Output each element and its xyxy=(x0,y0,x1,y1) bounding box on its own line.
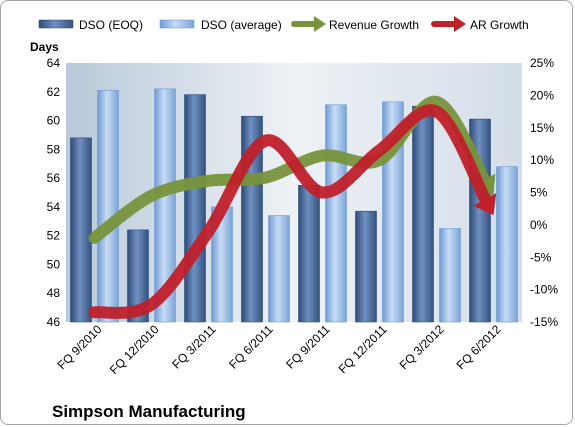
legend: DSO (EOQ) DSO (average) Revenue Growth A… xyxy=(38,16,529,32)
legend-swatch-dso-average xyxy=(159,19,195,29)
arrowhead-ar-growth xyxy=(473,193,497,216)
bar-dso-average xyxy=(97,90,119,323)
x-tick-label: FQ 3/2011 xyxy=(169,322,219,372)
y-axis-title: Days xyxy=(30,40,59,54)
x-tick-label: FQ 12/2010 xyxy=(107,322,162,377)
legend-swatch-dso-eoq xyxy=(38,19,74,29)
line-revenue-growth xyxy=(88,95,493,244)
x-axis: FQ 9/2010 FQ 12/2010 FQ 3/2011 FQ 6/2011 FQ … xyxy=(55,322,504,377)
bar-dso-average xyxy=(439,228,461,323)
legend-arrow-ar-growth xyxy=(431,16,466,32)
x-tick-label: FQ 6/2012 xyxy=(454,322,504,372)
legend-label-revenue-growth: Revenue Growth xyxy=(329,18,419,32)
right-tick-label: 5% xyxy=(530,186,548,200)
bar-dso-eoq xyxy=(70,137,92,323)
x-tick-label: FQ 12/2011 xyxy=(336,322,390,376)
bar-dso-eoq xyxy=(184,94,206,323)
bar-dso-eoq xyxy=(412,105,434,323)
bar-dso-eoq xyxy=(355,210,377,323)
x-tick-label: FQ 3/2012 xyxy=(397,322,447,372)
right-axis: -15% -10% -5% 0% 5% 10% 15% 20% 25% xyxy=(530,56,558,329)
growth-lines xyxy=(88,95,497,319)
right-tick-label: -15% xyxy=(530,315,558,329)
right-tick-label: 10% xyxy=(530,153,554,167)
left-tick-label: 60 xyxy=(47,114,61,128)
right-tick-label: 25% xyxy=(530,56,554,70)
x-tick-label: FQ 9/2011 xyxy=(283,322,333,372)
left-tick-label: 58 xyxy=(47,142,61,156)
left-axis: 46 48 50 52 54 56 58 60 62 64 xyxy=(47,56,61,329)
bar-dso-average xyxy=(154,88,176,323)
left-tick-label: 48 xyxy=(47,286,61,300)
chart-title: Simpson Manufacturing xyxy=(52,402,246,421)
left-tick-label: 56 xyxy=(47,171,61,185)
right-tick-label: -5% xyxy=(530,250,552,264)
bar-dso-eoq xyxy=(298,185,320,323)
right-tick-label: 15% xyxy=(530,121,554,135)
legend-arrow-revenue-growth xyxy=(291,16,326,32)
bar-dso-average xyxy=(496,166,518,323)
left-tick-label: 50 xyxy=(47,257,61,271)
bar-dso-average xyxy=(268,215,290,323)
left-tick-label: 62 xyxy=(47,85,61,99)
x-tick-label: FQ 6/2011 xyxy=(226,322,276,372)
left-tick-label: 52 xyxy=(47,229,61,243)
legend-label-ar-growth: AR Growth xyxy=(470,18,529,32)
bar-dso-eoq xyxy=(127,229,149,323)
legend-label-dso-eoq: DSO (EOQ) xyxy=(79,18,143,32)
line-ar-growth xyxy=(88,104,493,319)
right-tick-label: 0% xyxy=(530,218,548,232)
legend-label-dso-average: DSO (average) xyxy=(201,18,282,32)
right-tick-label: -10% xyxy=(530,283,558,297)
right-tick-label: 20% xyxy=(530,88,554,102)
bar-dso-average xyxy=(325,104,347,323)
left-tick-label: 46 xyxy=(47,315,61,329)
left-tick-label: 54 xyxy=(47,200,61,214)
left-tick-label: 64 xyxy=(47,56,61,70)
x-tick-label: FQ 9/2010 xyxy=(55,322,105,372)
bars xyxy=(70,88,518,323)
